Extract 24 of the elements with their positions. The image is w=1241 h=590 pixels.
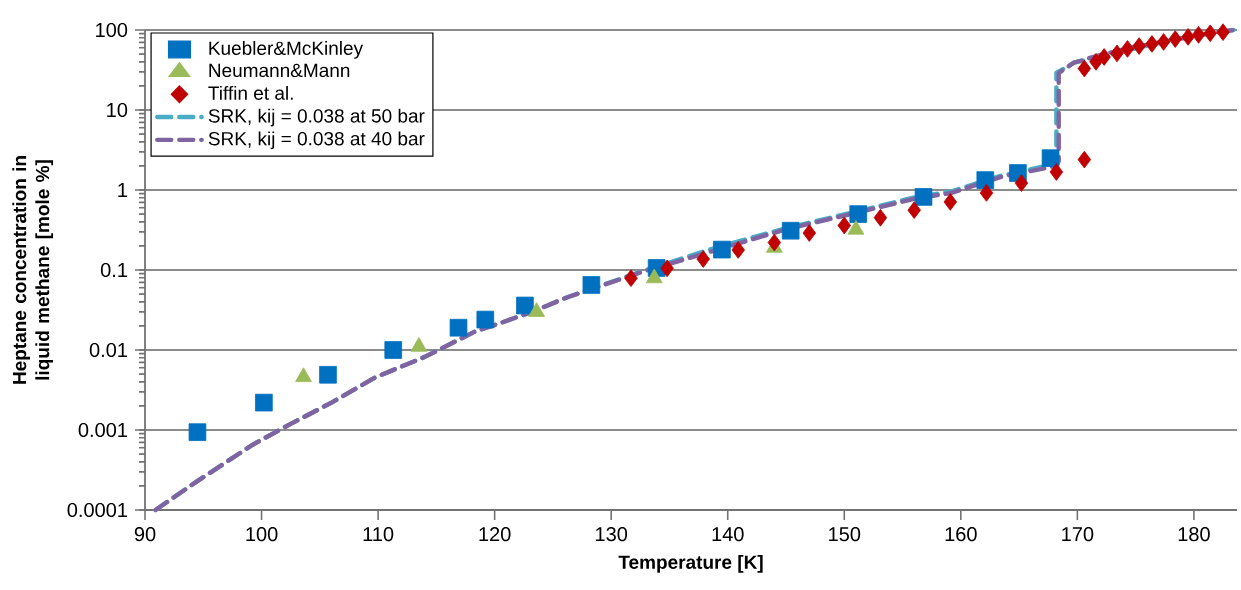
- x-tick-label: 130: [596, 527, 628, 542]
- x-axis-title: Temperature [K]: [618, 554, 763, 573]
- y-tick-label: 0.0001: [67, 502, 127, 518]
- x-tick-label: 90: [134, 527, 156, 542]
- x-tick-label: 140: [712, 527, 744, 542]
- y-tick-label: 0.1: [100, 262, 127, 278]
- legend-label: SRK, kij = 0.038 at 40 bar: [208, 131, 425, 150]
- x-tick-label: 180: [1178, 527, 1210, 542]
- x-tick-label: 150: [829, 527, 861, 542]
- y-tick-label: 1: [118, 183, 127, 197]
- legend-label: Neumann&Mann: [209, 63, 350, 78]
- legend-label: Kuebler&McKinley: [209, 41, 364, 59]
- x-tick-label: 100: [246, 527, 278, 542]
- x-tick-label: 160: [945, 527, 977, 542]
- y-tick-label: 0.001: [78, 422, 127, 438]
- legend-label: SRK, kij = 0.038 at 50 bar: [208, 108, 425, 127]
- y-tick-label: 100: [96, 22, 128, 38]
- legend-label: Tiffin et al.: [208, 85, 293, 100]
- y-axis-title: Heptane concentration in liquid methane [mole %]: [12, 156, 54, 384]
- y-tick-label: 0.01: [89, 342, 127, 358]
- x-tick-label: 170: [1062, 527, 1094, 542]
- y-tick-label: 10: [107, 102, 128, 118]
- x-tick-label: 120: [479, 527, 511, 542]
- x-tick-label: 110: [363, 527, 394, 542]
